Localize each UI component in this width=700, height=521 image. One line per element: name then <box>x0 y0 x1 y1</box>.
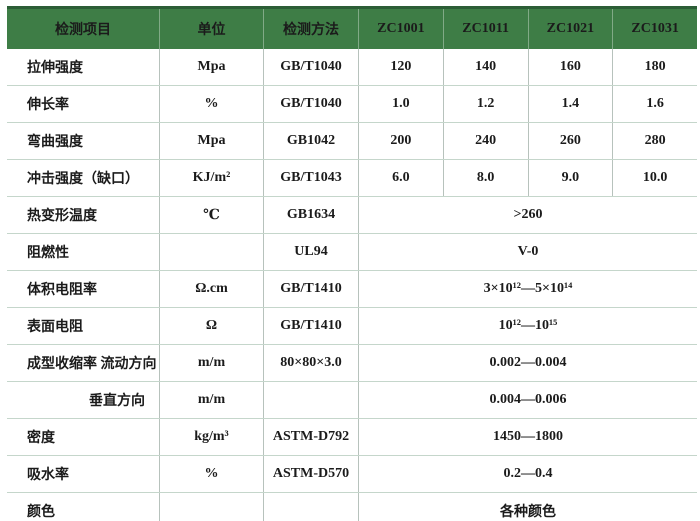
row-value: 120 <box>359 49 444 85</box>
table-row: 吸水率% ASTM-D570 0.2—0.4 <box>7 455 697 492</box>
header-cell-method: 检测方法 <box>264 9 359 49</box>
row-method: GB/T1040 <box>264 49 359 85</box>
row-label: 弯曲强度 <box>7 123 160 159</box>
row-unit: Ω.cm <box>160 271 264 307</box>
row-value: 160 <box>529 49 614 85</box>
row-label: 垂直方向 <box>7 382 160 418</box>
row-value: 200 <box>359 123 444 159</box>
row-value-merged: 各种颜色 <box>500 505 556 520</box>
header-cell-product: ZC1001 <box>359 9 444 49</box>
table-row: 弯曲强度 Mpa GB1042 200 240 260 280 <box>7 122 697 159</box>
row-label: 体积电阻率 <box>7 271 160 307</box>
row-method <box>264 493 359 521</box>
row-value: 10.0 <box>642 170 668 185</box>
row-unit: KJ/m² <box>160 160 264 196</box>
table-row: 拉伸强度 Mpa GB/T1040 120 140 160 180 <box>7 49 697 85</box>
table-row: 热变形温度 ℃ GB1634 >260 <box>7 196 697 233</box>
row-method: GB/T1410 <box>264 271 359 307</box>
row-method <box>264 382 359 418</box>
table-row: 阻燃性 UL94 V-0 <box>7 233 697 270</box>
row-method: ASTM-D792 <box>264 419 359 455</box>
table-header-row: 检测项目 单位 检测方法 ZC1001 ZC1011 ZC1021 ZC1031 <box>7 9 697 49</box>
row-unit: % <box>160 86 264 122</box>
spec-table: 检测项目 单位 检测方法 ZC1001 ZC1011 ZC1021 ZC1031… <box>7 6 697 521</box>
row-method: UL94 <box>264 234 359 270</box>
table-body: 拉伸强度 Mpa GB/T1040 120 140 160 180 伸长率% GB/T1040 1… <box>7 49 697 521</box>
table-row: 密度 kg/m³ ASTM-D792 1450—1800 <box>7 418 697 455</box>
row-unit: % <box>160 456 264 492</box>
row-method: GB1042 <box>264 123 359 159</box>
row-value: 240 <box>444 123 529 159</box>
row-label: 热变形温度 <box>7 197 160 233</box>
row-value: 1.0 <box>359 86 444 122</box>
row-unit: Mpa <box>160 49 264 85</box>
row-label: 拉伸强度 <box>7 49 160 85</box>
row-method: GB/T1043 <box>264 160 359 196</box>
row-label: 伸长率 <box>7 86 160 122</box>
table-row: 伸长率% GB/T1040 1.0 1.2 1.4 1.6 <box>7 85 697 122</box>
row-value-merged: 3×10¹²—5×10¹⁴ <box>483 281 573 296</box>
row-value: 140 <box>444 49 529 85</box>
row-value: 9.0 <box>529 160 614 196</box>
row-value: 1.4 <box>529 86 614 122</box>
row-method: GB/T1410 <box>264 308 359 344</box>
table-row: 颜色 各种颜色 <box>7 492 697 521</box>
header-cell-unit: 单位 <box>160 9 264 49</box>
header-cell-item: 检测项目 <box>7 9 160 49</box>
header-cell-product: ZC1011 <box>444 9 529 49</box>
row-value: 8.0 <box>444 160 529 196</box>
row-value: 260 <box>529 123 614 159</box>
row-value: 180 <box>644 59 666 74</box>
row-method: 80×80×3.0 <box>264 345 359 381</box>
table-row: 体积电阻率 Ω.cm GB/T1410 3×10¹²—5×10¹⁴ <box>7 270 697 307</box>
header-cell-product: ZC1021 <box>529 9 614 49</box>
table-row: 冲击强度（缺口） KJ/m² GB/T1043 6.0 8.0 9.0 10.0 <box>7 159 697 196</box>
row-method: ASTM-D570 <box>264 456 359 492</box>
row-unit: m/m <box>160 345 264 381</box>
row-unit: ℃ <box>160 197 264 233</box>
row-value: 6.0 <box>359 160 444 196</box>
row-value-merged: >260 <box>513 207 543 222</box>
row-value: 1.2 <box>444 86 529 122</box>
row-label: 密度 <box>7 419 160 455</box>
row-label: 冲击强度（缺口） <box>7 160 160 196</box>
row-value-merged: 0.002—0.004 <box>489 355 567 370</box>
row-value: 1.6 <box>646 96 664 111</box>
row-label: 吸水率 <box>7 456 160 492</box>
row-label: 颜色 <box>7 493 160 521</box>
row-value-merged: 10¹²—10¹⁵ <box>498 318 558 333</box>
row-value-merged: 1450—1800 <box>493 429 563 444</box>
table-row: 表面电阻 Ω GB/T1410 10¹²—10¹⁵ <box>7 307 697 344</box>
row-value: 280 <box>644 133 666 148</box>
row-unit <box>160 493 264 521</box>
row-value-merged: 0.2—0.4 <box>503 466 553 481</box>
row-unit: kg/m³ <box>160 419 264 455</box>
row-unit: Mpa <box>160 123 264 159</box>
row-label: 表面电阻 <box>7 308 160 344</box>
row-method: GB/T1040 <box>264 86 359 122</box>
row-unit: m/m <box>160 382 264 418</box>
row-label: 阻燃性 <box>7 234 160 270</box>
table-row: 垂直方向 m/m 0.004—0.006 <box>7 381 697 418</box>
header-cell-product: ZC1031 <box>631 21 679 36</box>
row-unit <box>160 234 264 270</box>
row-value-merged: V-0 <box>517 244 539 259</box>
row-label: 成型收缩率 流动方向 <box>7 345 160 381</box>
row-unit: Ω <box>160 308 264 344</box>
table-row: 成型收缩率 流动方向 m/m 80×80×3.0 0.002—0.004 <box>7 344 697 381</box>
row-method: GB1634 <box>264 197 359 233</box>
row-value-merged: 0.004—0.006 <box>489 392 567 407</box>
